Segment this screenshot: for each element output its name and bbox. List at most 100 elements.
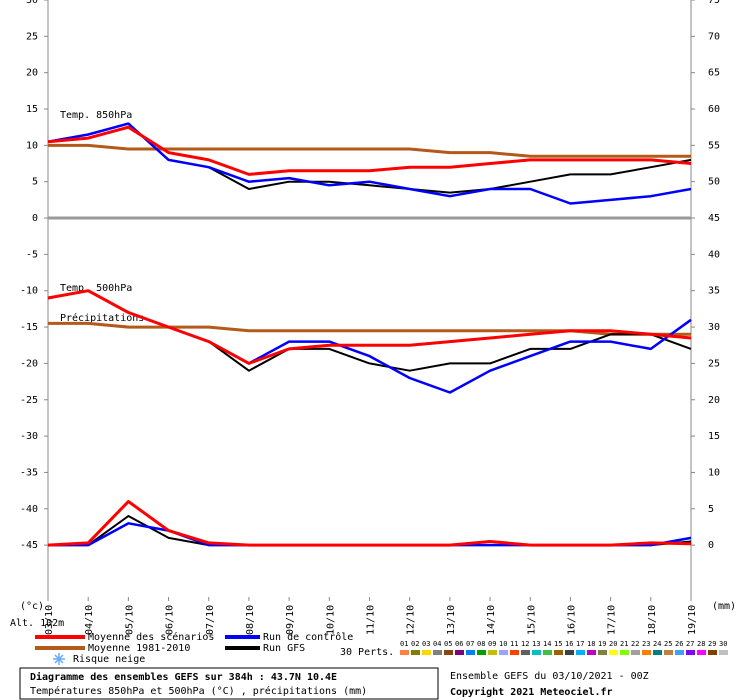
- footer-copyright: Copyright 2021 Meteociel.fr: [450, 686, 613, 698]
- perturbation-name: 16: [565, 640, 573, 648]
- footer-run: Ensemble GEFS du 03/10/2021 - 00Z: [450, 671, 649, 682]
- perturbation-swatch: [477, 650, 486, 655]
- y2-tick-label: 55: [708, 140, 720, 151]
- perturbation-name: 23: [642, 640, 650, 648]
- perturbation-name: 10: [499, 640, 507, 648]
- x-tick-label: 15/10: [526, 605, 537, 635]
- series-line: [47, 125, 692, 176]
- perturbation-swatch: [708, 650, 717, 655]
- perturbation-name: 30: [719, 640, 727, 648]
- perturbation-swatch: [598, 650, 607, 655]
- series-line: [47, 500, 692, 547]
- y2-tick-label: 25: [708, 358, 720, 369]
- perturbation-swatch: [488, 650, 497, 655]
- perturbation-swatch: [499, 650, 508, 655]
- y2-tick-label: 40: [708, 249, 720, 260]
- legend-label: Run GFS: [263, 643, 305, 654]
- perturbation-swatch: [455, 650, 464, 655]
- legend-label: Moyenne des scénarios: [88, 631, 214, 643]
- perturbation-name: 18: [587, 640, 595, 648]
- perturbation-name: 07: [466, 640, 474, 648]
- y2-tick-label: 75: [708, 0, 720, 6]
- y2-tick-label: 5: [708, 504, 714, 515]
- y-tick-label: 0: [32, 213, 38, 224]
- y-tick-label: -25: [20, 395, 38, 406]
- x-tick-label: 16/10: [566, 605, 577, 635]
- x-tick-label: 05/10: [124, 605, 135, 635]
- y2-tick-label: 15: [708, 431, 720, 442]
- perturbation-swatch: [719, 650, 728, 655]
- y-tick-label: 15: [26, 104, 38, 115]
- perturbation-name: 08: [477, 640, 485, 648]
- perturbation-name: 04: [433, 640, 441, 648]
- legend-label: Run de contrôle: [263, 631, 353, 643]
- x-tick-label: 13/10: [446, 605, 457, 635]
- x-tick-label: 08/10: [245, 605, 256, 635]
- legend-label: Risque neige: [73, 654, 145, 665]
- perturbation-swatch: [466, 650, 475, 655]
- perturbation-swatch: [631, 650, 640, 655]
- y-tick-label: 25: [26, 31, 38, 42]
- y-tick-label: -40: [20, 504, 38, 515]
- y-tick-label: -15: [20, 322, 38, 333]
- y2-tick-label: 60: [708, 104, 720, 115]
- y-axis-label: (°c): [20, 601, 44, 612]
- x-tick-label: 12/10: [406, 605, 417, 635]
- perturbation-swatch: [422, 650, 431, 655]
- y-tick-label: -20: [20, 358, 38, 369]
- snow-icon: [53, 653, 65, 665]
- legend-label: Moyenne 1981-2010: [88, 643, 190, 654]
- x-tick-label: 09/10: [285, 605, 296, 635]
- perturbation-swatch: [543, 650, 552, 655]
- panel-label: Précipitations: [60, 312, 144, 324]
- footer-box: [19, 667, 439, 700]
- y-tick-label: -35: [20, 467, 38, 478]
- y2-tick-label: 30: [708, 322, 720, 333]
- perturbation-name: 25: [664, 640, 672, 648]
- perturbation-name: 26: [675, 640, 683, 648]
- perturbation-name: 11: [510, 640, 518, 648]
- y-tick-label: -30: [20, 431, 38, 442]
- perturbation-name: 19: [598, 640, 606, 648]
- perturbation-swatch: [620, 650, 629, 655]
- perturbation-name: 02: [411, 640, 419, 648]
- perturbation-name: 14: [543, 640, 551, 648]
- perturbation-name: 12: [521, 640, 529, 648]
- footer-subtitle: Températures 850hPa et 500hPa (°C) , pré…: [30, 685, 367, 697]
- altitude: Alt. 102m: [10, 618, 64, 629]
- perturbation-swatch: [587, 650, 596, 655]
- y2-axis-label: (mm): [712, 601, 736, 612]
- perturbation-swatch: [554, 650, 563, 655]
- perturbation-swatch: [532, 650, 541, 655]
- perturbation-name: 24: [653, 640, 661, 648]
- panel-label: Temp. 850hPa: [60, 110, 132, 121]
- x-tick-label: 11/10: [366, 605, 377, 635]
- perturbation-swatch: [400, 650, 409, 655]
- x-tick-label: 14/10: [486, 605, 497, 635]
- perturbation-swatch: [609, 650, 618, 655]
- perturbation-name: 09: [488, 640, 496, 648]
- perturbation-name: 13: [532, 640, 540, 648]
- perturbation-swatch: [411, 650, 420, 655]
- y-tick-label: 30: [26, 0, 38, 6]
- y-tick-label: -45: [20, 540, 38, 551]
- y2-tick-label: 50: [708, 177, 720, 188]
- y-tick-label: -5: [26, 249, 38, 260]
- perturbation-name: 03: [422, 640, 430, 648]
- x-tick-label: 04/10: [84, 605, 95, 635]
- y2-tick-label: 45: [708, 213, 720, 224]
- y2-tick-label: 35: [708, 286, 720, 297]
- perturbation-name: 01: [400, 640, 408, 648]
- perturbation-swatch: [433, 650, 442, 655]
- perturbation-swatch: [510, 650, 519, 655]
- y2-tick-label: 20: [708, 395, 720, 406]
- x-tick-label: 07/10: [205, 605, 216, 635]
- y2-tick-label: 0: [708, 540, 714, 551]
- perturbation-label: 30 Perts.: [340, 647, 394, 658]
- perturbation-name: 22: [631, 640, 639, 648]
- perturbation-name: 29: [708, 640, 716, 648]
- y-tick-label: 5: [32, 177, 38, 188]
- x-tick-label: 03/10: [44, 605, 55, 635]
- perturbation-swatch: [565, 650, 574, 655]
